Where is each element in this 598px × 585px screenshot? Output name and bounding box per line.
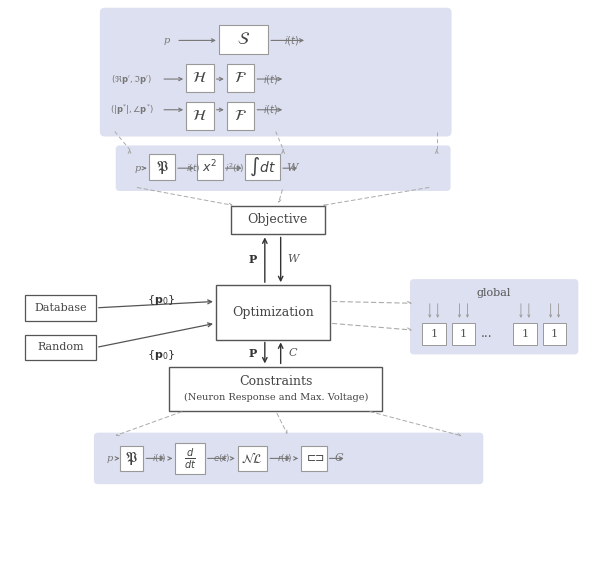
FancyBboxPatch shape (227, 64, 254, 92)
Text: $\sqsubset\!\!\!\sqsupset$: $\sqsubset\!\!\!\sqsupset$ (304, 453, 324, 463)
Text: $e(t)$: $e(t)$ (213, 452, 230, 464)
Text: 1: 1 (551, 329, 558, 339)
Text: $(|\mathbf{p}^{*}|,\angle\mathbf{p}^{*})$: $(|\mathbf{p}^{*}|,\angle\mathbf{p}^{*})… (109, 102, 154, 117)
Text: Optimization: Optimization (232, 306, 313, 319)
Text: $\mathcal{F}$: $\mathcal{F}$ (234, 71, 247, 85)
Text: p: p (163, 36, 169, 45)
Text: $\mathcal{H}$: $\mathcal{H}$ (193, 109, 208, 123)
Text: (Neuron Response and Max. Voltage): (Neuron Response and Max. Voltage) (184, 393, 368, 401)
FancyBboxPatch shape (25, 295, 96, 321)
Text: 1: 1 (521, 329, 529, 339)
Text: $i(t)$: $i(t)$ (263, 73, 278, 85)
Text: W: W (286, 163, 298, 173)
Text: $r(t)$: $r(t)$ (277, 452, 293, 464)
Text: Database: Database (34, 303, 87, 313)
FancyBboxPatch shape (25, 335, 96, 360)
FancyBboxPatch shape (216, 285, 329, 339)
Text: P: P (249, 348, 257, 359)
Text: Random: Random (37, 342, 84, 353)
Text: $\mathcal{F}$: $\mathcal{F}$ (234, 109, 247, 123)
Text: $\{\mathbf{p}_0\}$: $\{\mathbf{p}_0\}$ (147, 293, 175, 307)
FancyBboxPatch shape (237, 446, 267, 472)
FancyBboxPatch shape (451, 323, 475, 345)
Text: ...: ... (480, 327, 492, 340)
FancyBboxPatch shape (169, 367, 382, 411)
Text: P: P (249, 254, 257, 265)
Text: Objective: Objective (248, 213, 308, 226)
Text: $\frac{d}{dt}$: $\frac{d}{dt}$ (184, 446, 196, 470)
FancyBboxPatch shape (301, 446, 327, 472)
FancyBboxPatch shape (197, 154, 222, 180)
Text: $(\Re\mathbf{p}^{\prime},\Im\mathbf{p}^{\prime})$: $(\Re\mathbf{p}^{\prime},\Im\mathbf{p}^{… (111, 73, 152, 85)
FancyBboxPatch shape (231, 206, 325, 233)
Text: p: p (106, 454, 113, 463)
Text: 1: 1 (460, 329, 467, 339)
Text: $i(t)$: $i(t)$ (186, 162, 200, 174)
FancyBboxPatch shape (422, 323, 446, 345)
FancyBboxPatch shape (150, 154, 175, 180)
FancyBboxPatch shape (543, 323, 566, 345)
Text: $\mathcal{NL}$: $\mathcal{NL}$ (242, 451, 264, 466)
Text: $i(t)$: $i(t)$ (152, 452, 166, 464)
Text: $x^2$: $x^2$ (202, 159, 217, 176)
FancyBboxPatch shape (94, 433, 483, 484)
FancyBboxPatch shape (245, 154, 280, 180)
Text: $\mathcal{S}$: $\mathcal{S}$ (237, 31, 250, 48)
FancyBboxPatch shape (120, 446, 144, 472)
Text: Constraints: Constraints (239, 374, 312, 388)
FancyBboxPatch shape (513, 323, 537, 345)
Text: $\mathfrak{P}$: $\mathfrak{P}$ (125, 450, 138, 467)
FancyBboxPatch shape (175, 443, 205, 474)
Text: W: W (287, 254, 298, 264)
FancyBboxPatch shape (116, 146, 450, 191)
Text: C: C (288, 349, 297, 359)
Text: p: p (135, 164, 141, 173)
Text: $\mathfrak{P}$: $\mathfrak{P}$ (156, 159, 169, 176)
FancyBboxPatch shape (100, 8, 451, 136)
FancyBboxPatch shape (219, 25, 269, 54)
FancyBboxPatch shape (186, 64, 214, 92)
Text: global: global (477, 288, 511, 298)
Text: $\mathcal{H}$: $\mathcal{H}$ (193, 71, 208, 85)
Text: $\int dt$: $\int dt$ (249, 156, 276, 178)
Text: $i^2(t)$: $i^2(t)$ (225, 161, 244, 175)
Text: $\{\mathbf{p}_0\}$: $\{\mathbf{p}_0\}$ (147, 349, 175, 362)
FancyBboxPatch shape (227, 102, 254, 129)
Text: C: C (334, 453, 343, 463)
FancyBboxPatch shape (410, 279, 578, 355)
Text: 1: 1 (430, 329, 437, 339)
FancyBboxPatch shape (186, 102, 214, 129)
Text: $i(t)$: $i(t)$ (263, 103, 278, 116)
Text: $i(t)$: $i(t)$ (285, 34, 300, 47)
